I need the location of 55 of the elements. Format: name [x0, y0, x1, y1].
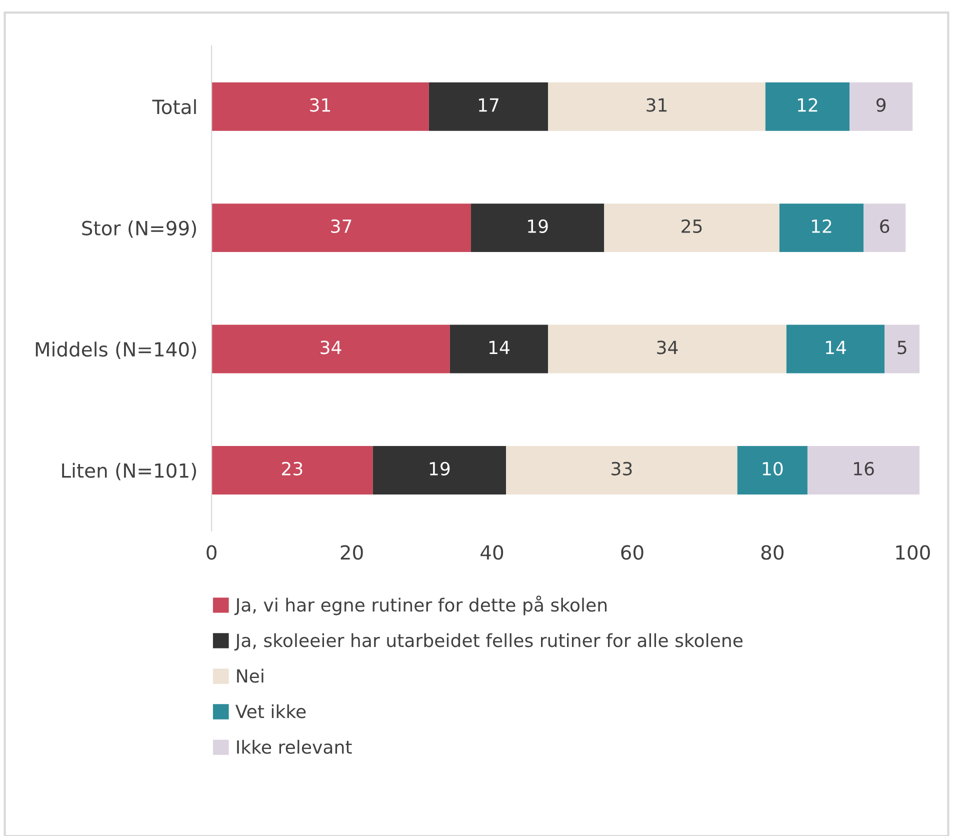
bar — [864, 204, 906, 252]
bar — [212, 446, 373, 494]
data-label: 31 — [310, 98, 330, 112]
data-label: 34 — [320, 340, 342, 354]
x-tick-label: 0 — [206, 545, 216, 560]
bar — [506, 446, 738, 494]
x-tick-label: 60 — [621, 545, 644, 560]
legend-label: Ja, skoleeier har utarbeidet felles rutiner for alle skolene — [234, 633, 743, 651]
x-tick-label: 100 — [896, 545, 930, 560]
data-label: 12 — [812, 219, 832, 233]
y-tick-label: Total — [152, 99, 196, 114]
bar — [779, 204, 864, 252]
x-tick-label: 20 — [340, 545, 363, 560]
bar — [212, 324, 450, 374]
legend-label: Ja, vi har egne rutiner for dette på skolen — [234, 596, 607, 616]
bar — [765, 82, 850, 131]
data-label: 31 — [646, 98, 667, 112]
bar — [372, 446, 506, 494]
legend-label: Vet ikke — [235, 704, 306, 718]
data-label: 33 — [612, 462, 632, 476]
data-label: 9 — [876, 98, 886, 112]
bar — [548, 82, 766, 131]
legend-label: Ikke relevant — [237, 740, 352, 754]
bar — [548, 324, 786, 374]
bar — [604, 204, 780, 252]
data-label: 19 — [430, 462, 450, 476]
x-tick-label: 40 — [480, 545, 504, 560]
data-label: 16 — [854, 462, 874, 476]
bar — [786, 324, 885, 374]
y-tick-label: Stor (N=99) — [82, 220, 196, 238]
y-tick-label: Middels (N=140) — [36, 342, 196, 359]
x-tick-label: 80 — [761, 545, 784, 560]
data-label: 19 — [528, 219, 548, 234]
data-label: 10 — [762, 462, 783, 476]
bar — [737, 446, 808, 494]
legend-label: Nei — [237, 668, 264, 683]
data-label: 12 — [798, 98, 818, 112]
y-tick-label: Liten (N=101) — [62, 462, 196, 480]
data-label: 25 — [682, 219, 702, 234]
bar — [807, 446, 920, 494]
data-label: 5 — [898, 340, 906, 354]
bar — [212, 204, 471, 252]
data-label: 23 — [282, 462, 302, 476]
bar — [428, 82, 548, 131]
bar — [212, 82, 429, 131]
data-label: 6 — [880, 219, 890, 234]
data-label: 37 — [331, 219, 352, 234]
data-label: 34 — [657, 340, 678, 354]
bar — [450, 324, 548, 374]
bar — [850, 82, 913, 131]
data-label: 14 — [826, 340, 846, 354]
data-label: 14 — [490, 340, 510, 354]
data-label: 17 — [478, 98, 498, 112]
bar — [470, 204, 604, 252]
bar — [884, 324, 920, 374]
